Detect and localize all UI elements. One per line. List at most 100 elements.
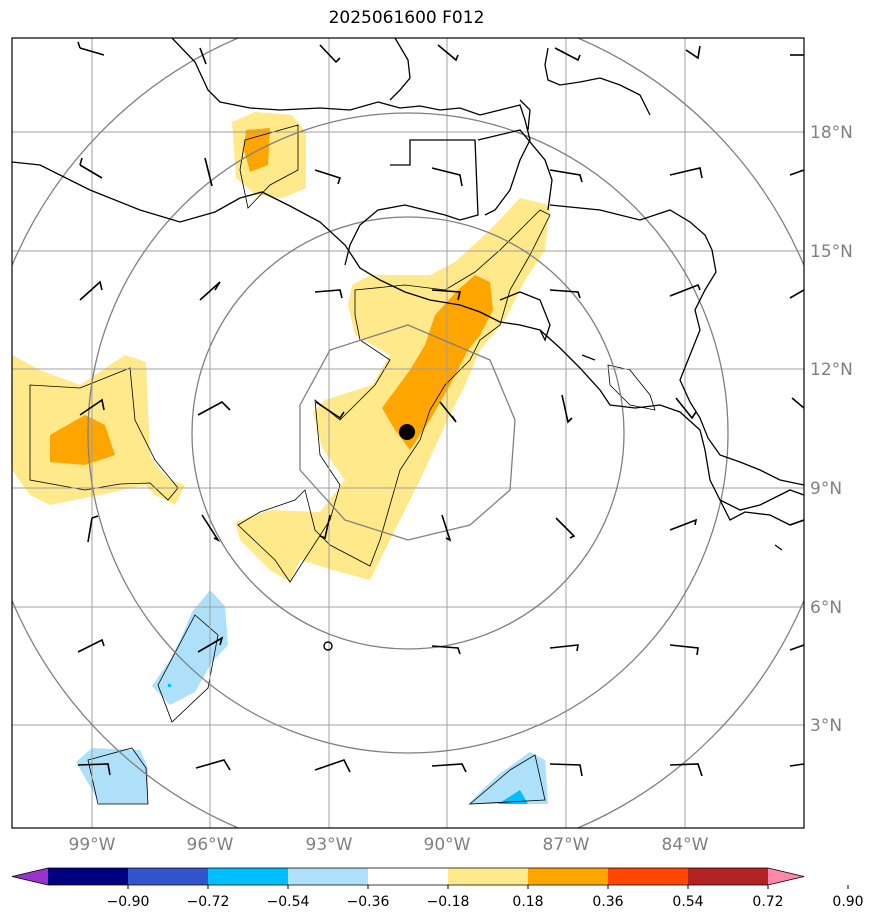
colorbar-tick-label: −0.36 bbox=[347, 894, 390, 910]
colorbar-tick-label: −0.72 bbox=[187, 894, 230, 910]
positive-shading bbox=[12, 112, 550, 582]
wind-barb bbox=[195, 759, 231, 771]
wind-barb bbox=[431, 289, 462, 301]
wind-barb bbox=[204, 157, 213, 187]
wind-barb bbox=[669, 763, 703, 777]
wind-barb bbox=[549, 289, 581, 299]
lat-label: 15°N bbox=[810, 242, 853, 262]
lon-label: 90°W bbox=[424, 835, 471, 855]
map-title: 2025061600 F012 bbox=[328, 8, 485, 28]
wind-barb bbox=[79, 157, 103, 179]
colorbar-segment bbox=[688, 868, 768, 885]
wind-barb bbox=[685, 45, 701, 60]
wind-barb bbox=[789, 519, 804, 526]
colorbar-tick-label: 0.36 bbox=[592, 894, 623, 910]
wind-barb bbox=[554, 47, 581, 62]
colorbar-segment bbox=[208, 868, 288, 885]
shade-pos-mid bbox=[50, 415, 115, 465]
wind-barb bbox=[319, 44, 341, 64]
wind-barb bbox=[79, 280, 103, 301]
shade-pos-mid bbox=[244, 128, 270, 172]
wind-barb bbox=[561, 394, 573, 424]
range-ring-2 bbox=[191, 216, 625, 650]
shade-neg-light bbox=[76, 748, 148, 804]
wind-barb bbox=[789, 169, 804, 176]
colorbar-tick-label: −0.90 bbox=[107, 894, 150, 910]
wind-barb bbox=[669, 167, 703, 179]
colorbar-segment bbox=[608, 868, 688, 885]
colorbar-segment bbox=[288, 868, 368, 885]
wind-barb bbox=[197, 401, 231, 416]
wind-barb bbox=[199, 47, 207, 65]
lat-label: 6°N bbox=[810, 598, 842, 618]
lon-label: 99°W bbox=[69, 835, 116, 855]
wind-barb bbox=[669, 283, 701, 297]
wind-barb bbox=[314, 169, 342, 185]
lon-label: 84°W bbox=[662, 835, 709, 855]
wind-barb bbox=[437, 44, 459, 62]
wind-barb bbox=[789, 644, 804, 651]
colorbar-outline bbox=[11, 867, 805, 886]
colorbar-tick-label: 0.72 bbox=[752, 894, 783, 910]
lat-label: 9°N bbox=[810, 479, 842, 499]
colorbar-segment bbox=[128, 868, 208, 885]
wind-barb bbox=[319, 514, 331, 540]
wind-barb bbox=[431, 645, 461, 655]
wind-barb bbox=[555, 517, 576, 539]
wind-barb bbox=[77, 638, 105, 653]
range-ring-3 bbox=[87, 112, 729, 754]
range-rings bbox=[12, 38, 804, 828]
lat-label: 12°N bbox=[810, 360, 853, 380]
wind-barb bbox=[199, 281, 221, 301]
negative-shading bbox=[76, 590, 548, 804]
shade-neg-light bbox=[468, 752, 548, 804]
wind-barb bbox=[77, 763, 111, 776]
wind-barb bbox=[439, 401, 457, 423]
wind-barb bbox=[549, 169, 583, 183]
map-frame bbox=[11, 37, 805, 829]
wind-barb bbox=[789, 289, 804, 299]
lat-label: 18°N bbox=[810, 123, 853, 143]
lon-labels: 99°W 96°W 93°W 90°W 87°W 84°W bbox=[69, 835, 709, 855]
shade-neg-mid bbox=[168, 684, 171, 687]
colorbar-extend-min bbox=[12, 868, 48, 885]
map-area bbox=[12, 38, 804, 828]
wind-barb bbox=[791, 397, 804, 409]
colorbar-extend-max bbox=[768, 868, 804, 885]
wind-barb bbox=[315, 401, 345, 420]
lon-label: 87°W bbox=[543, 835, 590, 855]
wind-barb bbox=[675, 397, 697, 420]
shade-neg-mid bbox=[498, 790, 528, 804]
wind-barb bbox=[431, 167, 463, 187]
shade-pos-mid bbox=[382, 275, 493, 450]
lat-label: 3°N bbox=[810, 716, 842, 736]
shade-neg-light bbox=[152, 590, 228, 705]
wind-barb bbox=[669, 644, 699, 656]
coastlines bbox=[12, 38, 804, 551]
wind-barb bbox=[549, 763, 583, 777]
colorbar-tick-label: 0.54 bbox=[672, 894, 703, 910]
wind-barb bbox=[549, 644, 579, 652]
storm-center-marker bbox=[399, 424, 415, 440]
colorbar-tick-label: −0.18 bbox=[427, 894, 470, 910]
wind-barb bbox=[669, 518, 698, 531]
colorbar-segment bbox=[368, 868, 448, 885]
colorbar-segment bbox=[448, 868, 528, 885]
wind-barbs bbox=[77, 41, 804, 777]
colorbar-tick-label: 0.18 bbox=[512, 894, 543, 910]
calm-wind-marker bbox=[323, 641, 333, 651]
wind-barb bbox=[87, 515, 99, 543]
lon-label: 96°W bbox=[187, 835, 234, 855]
colorbar-tick-label: 0.90 bbox=[832, 894, 863, 910]
lon-label: 93°W bbox=[306, 835, 353, 855]
wind-barb bbox=[77, 41, 105, 56]
wind-barb bbox=[314, 289, 343, 299]
wind-barb bbox=[789, 763, 804, 767]
wind-barb bbox=[441, 514, 452, 542]
lat-labels: 18°N 15°N 12°N 9°N 6°N 3°N bbox=[810, 123, 853, 736]
wind-barb bbox=[314, 759, 351, 773]
colorbar-segment bbox=[48, 868, 128, 885]
wind-barb bbox=[197, 636, 224, 653]
wind-barb bbox=[201, 514, 221, 543]
